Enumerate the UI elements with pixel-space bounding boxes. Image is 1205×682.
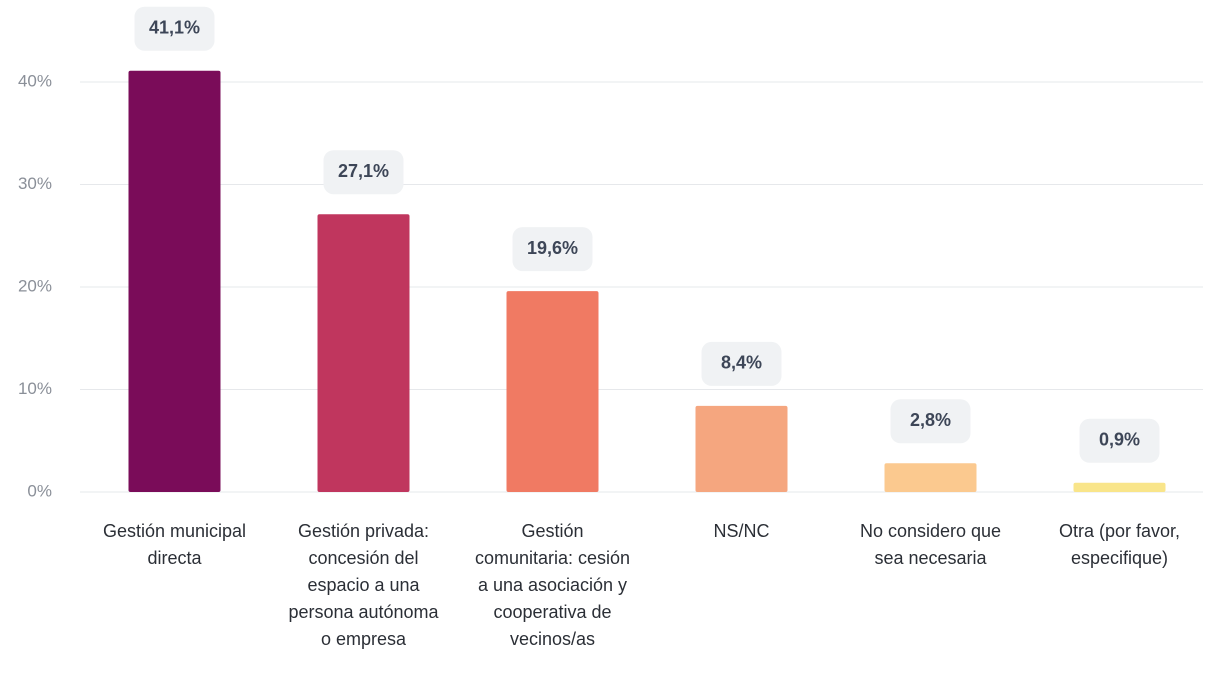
y-tick-label: 40% [18, 71, 52, 90]
x-tick-label: No considero que sea necesaria [859, 521, 1002, 568]
value-label-bg [512, 227, 593, 272]
value-label-bg [701, 341, 782, 386]
value-label: 8,4% [721, 353, 762, 373]
bar [317, 214, 410, 492]
bar [128, 70, 221, 492]
value-label: 19,6% [527, 238, 578, 258]
value-label: 2,8% [910, 410, 951, 430]
bar [1073, 482, 1166, 492]
bar [506, 291, 599, 492]
x-tick-label: Otra (por favor, especifique) [1058, 521, 1181, 568]
x-tick-label: Gestión municipal directa [102, 521, 247, 568]
y-tick-label: 10% [18, 379, 52, 398]
value-label-bg [323, 150, 404, 195]
y-tick-label: 30% [18, 174, 52, 193]
value-label-bg [1079, 418, 1160, 463]
value-label: 27,1% [338, 161, 389, 181]
bar [695, 405, 788, 492]
value-label-bg [890, 399, 971, 444]
y-tick-label: 20% [18, 276, 52, 295]
value-label-bg [134, 6, 215, 51]
y-tick-label: 0% [27, 481, 52, 500]
x-tick-label: NS/NC [713, 521, 770, 541]
value-label: 0,9% [1099, 430, 1140, 450]
bar [884, 463, 977, 492]
value-label: 41,1% [149, 17, 200, 37]
x-tick-label: Gestión privada: concesión del espacio a… [288, 521, 439, 649]
x-tick-label: Gestión comunitaria: cesión a una asocia… [474, 521, 631, 649]
